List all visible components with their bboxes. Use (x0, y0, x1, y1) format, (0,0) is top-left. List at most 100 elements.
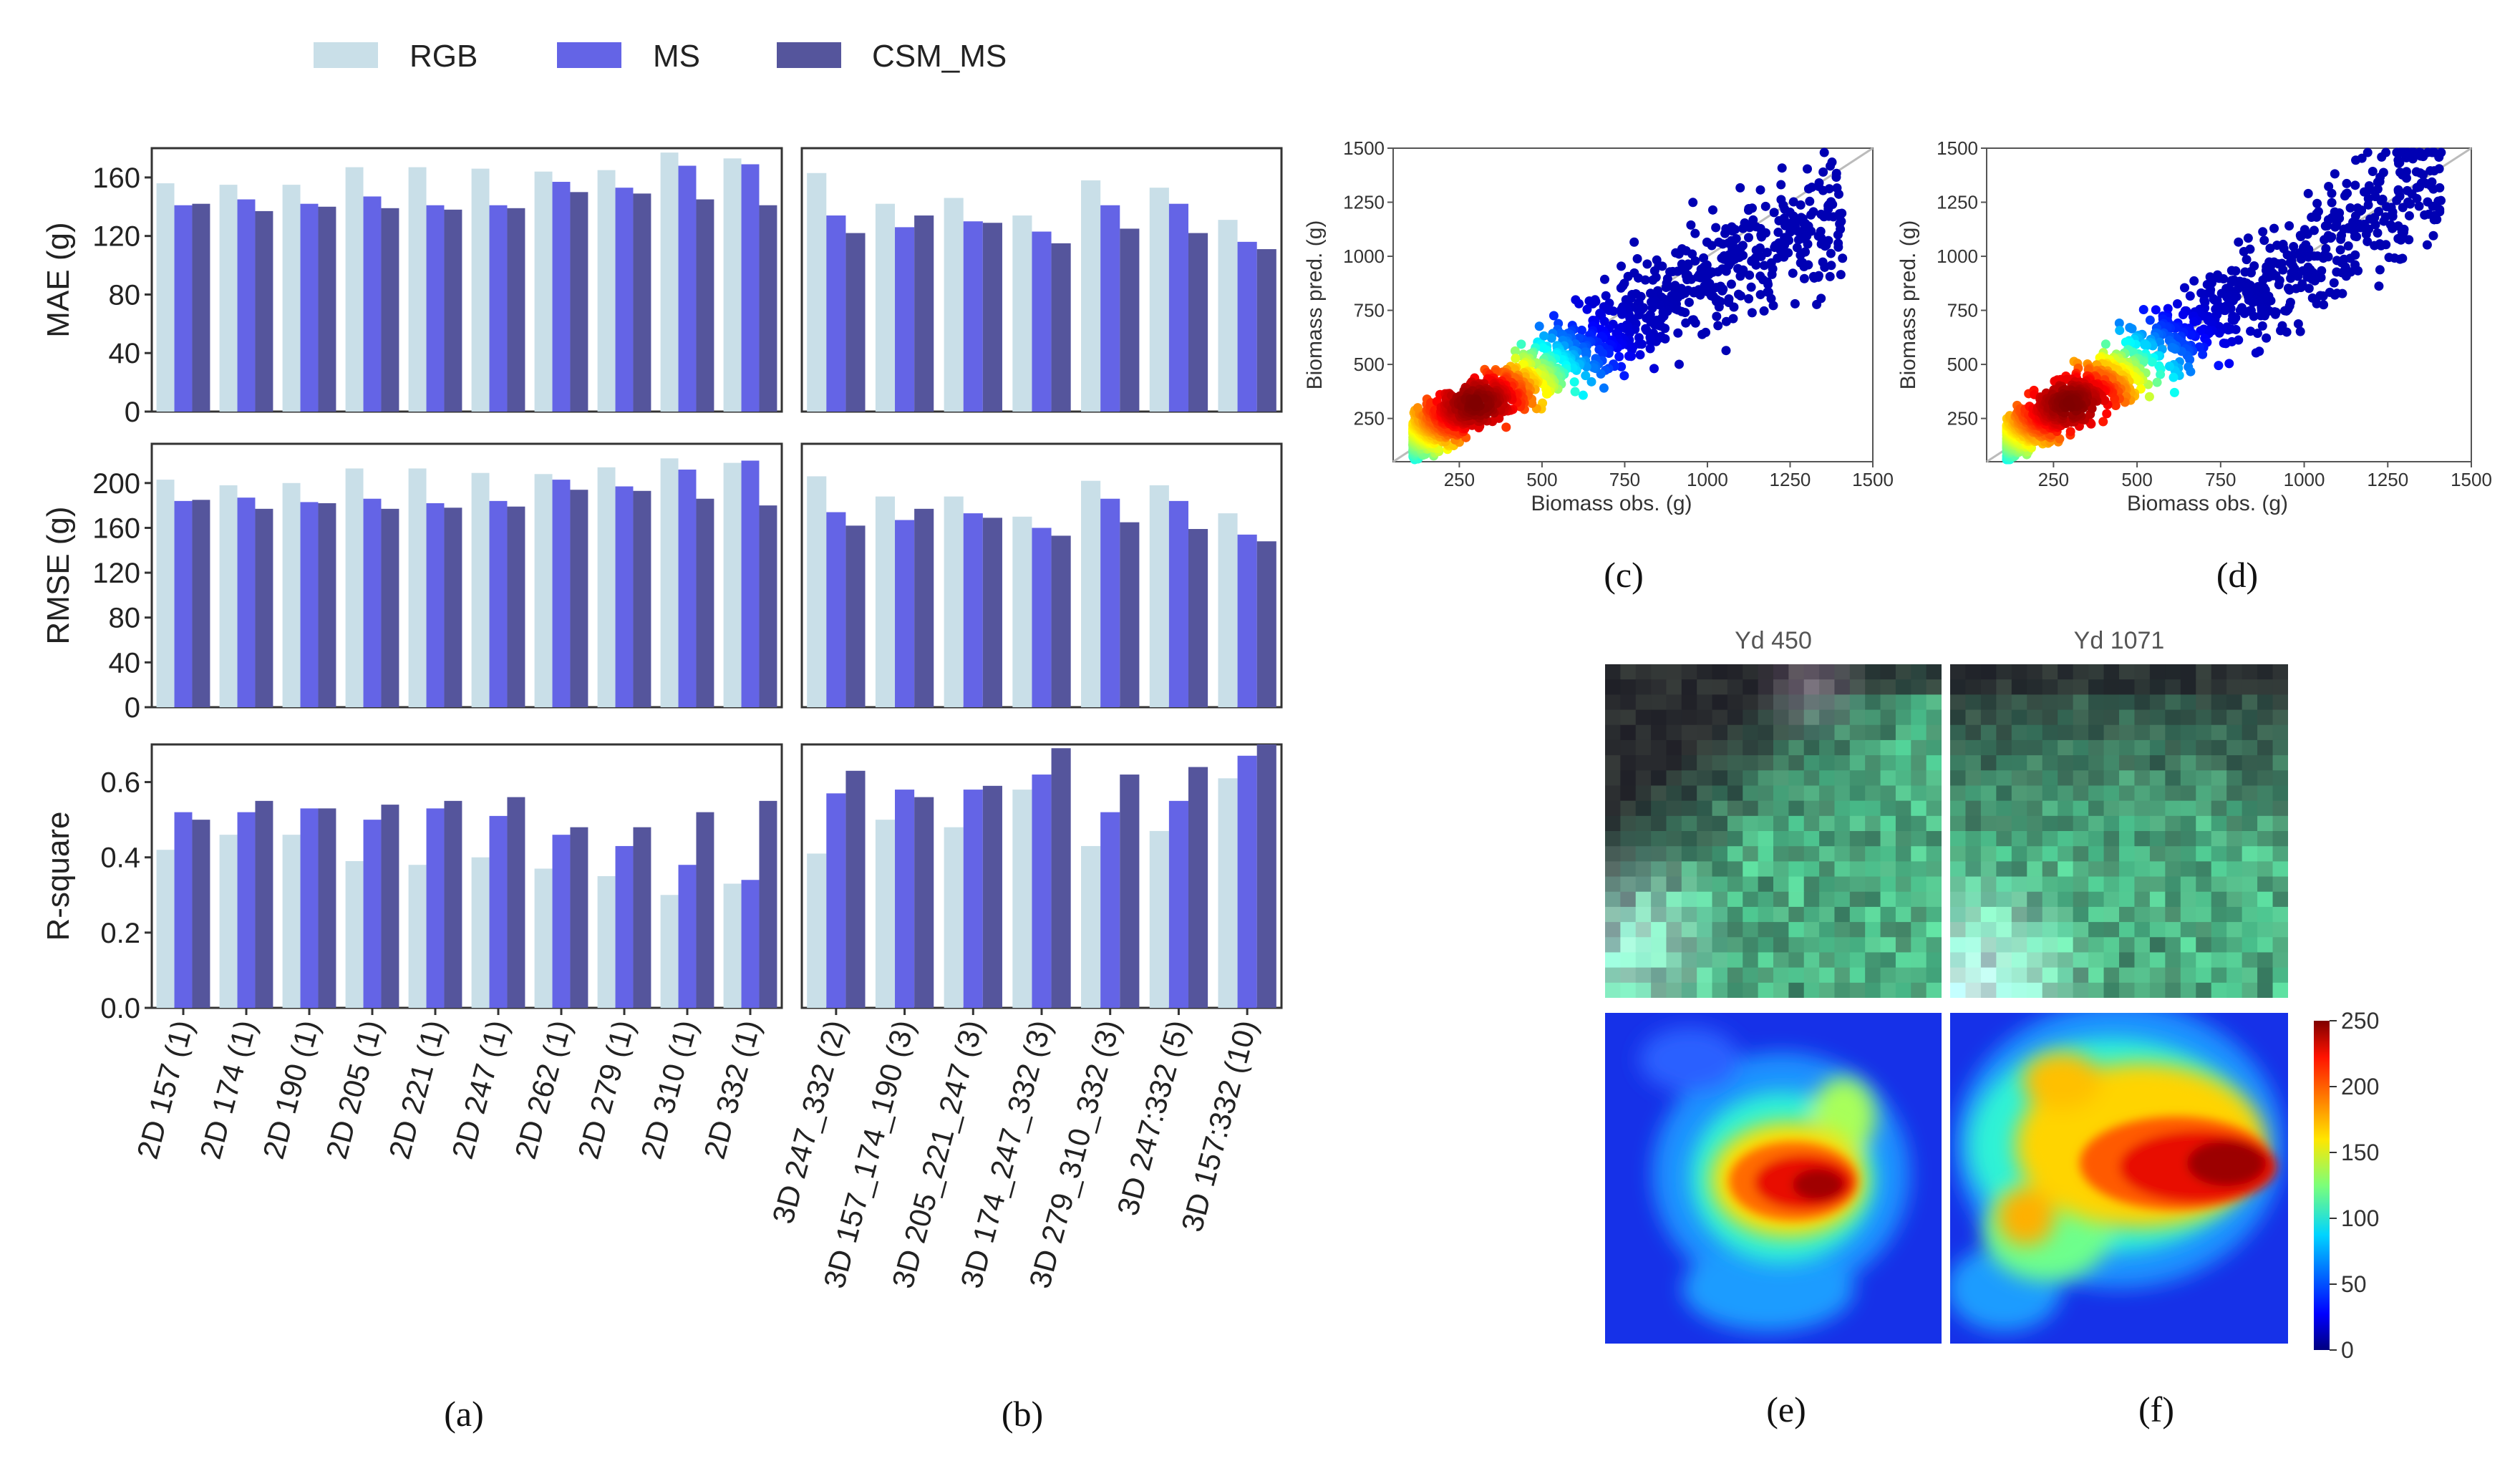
image-pixel (2088, 709, 2105, 726)
image-pixel (1727, 967, 1743, 984)
image-pixel (1996, 876, 2012, 893)
bar-rgb (1081, 845, 1101, 1008)
scatter-point (1516, 339, 1526, 349)
image-pixel (1788, 739, 1805, 756)
scatter-point (1589, 363, 1599, 373)
image-pixel (1681, 664, 1697, 680)
image-pixel (1620, 982, 1637, 998)
image-pixel (1803, 937, 1820, 953)
image-pixel (1803, 724, 1820, 741)
panel-label-e: (e) (1766, 1389, 1806, 1429)
scatter-point (1534, 321, 1544, 331)
image-pixel (2058, 770, 2074, 787)
scatter-point (2307, 213, 2317, 223)
image-pixel (1651, 922, 1667, 938)
bar-rgb (219, 485, 238, 707)
scatter-point (1770, 243, 1780, 253)
image-pixel (2242, 861, 2258, 878)
image-pixel (2257, 694, 2274, 711)
image-pixel (2103, 967, 2120, 984)
scatter-point (2258, 227, 2268, 237)
image-pixel (1803, 815, 1820, 832)
image-pixel (1965, 846, 1982, 862)
image-pixel (2165, 739, 2181, 756)
image-pixel (1849, 709, 1866, 726)
panel-label-a: (a) (444, 1394, 484, 1434)
image-pixel (2058, 724, 2074, 741)
image-pixel (1697, 815, 1713, 832)
scatter-point (1714, 237, 1724, 247)
scatter-point (1599, 383, 1609, 393)
image-pixel (2149, 679, 2166, 695)
image-pixel (1727, 831, 1743, 847)
bar-rgb (345, 468, 364, 707)
image-pixel (1980, 906, 1997, 923)
image-pixel (1712, 739, 1728, 756)
bar-csm-ms (444, 508, 462, 707)
image-pixel (1911, 815, 1927, 832)
image-pixel (2242, 770, 2258, 787)
y-tick-label: 80 (109, 603, 141, 634)
image-pixel (2088, 937, 2105, 953)
scatter-point (1688, 198, 1698, 208)
bar-rgb (875, 203, 896, 412)
image-pixel (2257, 952, 2274, 968)
scatter-point (2412, 183, 2422, 193)
image-pixel (1681, 785, 1697, 802)
scatter-point (1582, 304, 1592, 314)
image-pixel (1773, 846, 1789, 862)
scatter-point (1769, 208, 1779, 218)
image-pixel (1849, 739, 1866, 756)
image-pixel (2119, 694, 2136, 711)
image-pixel (2226, 876, 2243, 893)
scatter-point (2340, 191, 2350, 201)
image-pixel (2042, 664, 2058, 680)
image-pixel (2042, 800, 2058, 817)
colorbar-tick-label: 50 (2341, 1271, 2367, 1297)
image-pixel (1727, 815, 1743, 832)
image-pixel (1712, 937, 1728, 953)
image-pixel (1620, 846, 1637, 862)
scatter-point (2114, 318, 2124, 328)
image-pixel (1980, 739, 1997, 756)
image-pixel (1926, 664, 1942, 680)
image-pixel (2211, 724, 2227, 741)
image-pixel (1803, 709, 1820, 726)
image-pixel (2042, 967, 2058, 984)
image-pixel (2242, 739, 2258, 756)
image-pixel (1758, 891, 1774, 908)
image-pixel (1788, 831, 1805, 847)
image-pixel (2272, 664, 2288, 680)
scatter-point (2392, 147, 2402, 157)
scatter-point (2388, 211, 2398, 221)
image-pixel (1950, 952, 1967, 968)
bar-ms (1168, 500, 1188, 707)
scatter-point (2404, 210, 2414, 220)
colorbar (2314, 1021, 2330, 1350)
image-pixel (2073, 800, 2089, 817)
scatter-point (1768, 301, 1778, 311)
scatter-point (2405, 199, 2415, 209)
image-pixel (1803, 982, 1820, 998)
image-pixel (2165, 876, 2181, 893)
scatter-point (1777, 163, 1787, 173)
bar-csm-ms (444, 209, 462, 412)
image-pixel (1788, 922, 1805, 938)
image-pixel (2134, 891, 2151, 908)
image-pixel (2211, 664, 2227, 680)
image-pixel (1965, 724, 1982, 741)
x-tick-label: 3D 247:332 (5) (1110, 1016, 1195, 1219)
image-pixel (1788, 785, 1805, 802)
image-pixel (1980, 694, 1997, 711)
image-pixel (1834, 952, 1851, 968)
image-pixel (1620, 861, 1637, 878)
bar-rgb (534, 171, 553, 412)
image-pixel (1605, 679, 1621, 695)
bar-csm-ms (914, 508, 934, 707)
image-pixel (1758, 664, 1774, 680)
image-pixel (1980, 724, 1997, 741)
scatter-point (1790, 298, 1800, 309)
colorbar-tick-label: 150 (2341, 1140, 2379, 1165)
image-pixel (2119, 876, 2136, 893)
scatter-point (1746, 282, 1756, 292)
